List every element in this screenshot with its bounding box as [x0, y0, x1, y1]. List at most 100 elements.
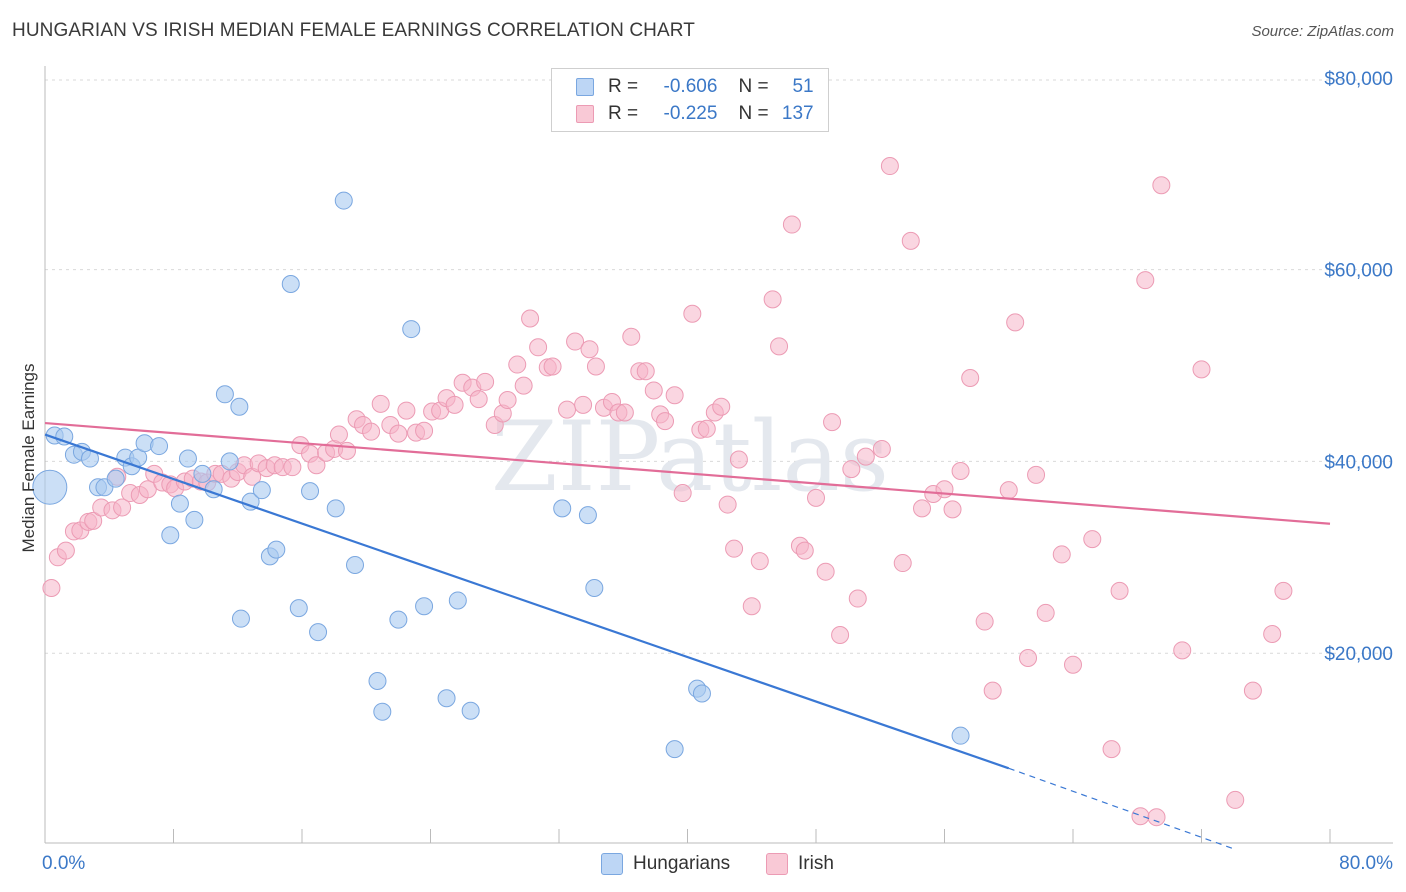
irish-points [42, 157, 1293, 827]
hungarian-point [415, 597, 434, 616]
irish-point [975, 612, 994, 631]
irish-point [1263, 625, 1282, 644]
hungarian-point [231, 609, 250, 628]
hungarian-point [402, 320, 421, 339]
tick-labels: $20,000 $40,000 $60,000 $80,000 0.0% 80.0% [42, 69, 1393, 874]
hungarian-point [553, 499, 572, 518]
hungarian-point [230, 397, 249, 416]
irish-point [337, 441, 356, 460]
gridlines [45, 79, 1393, 654]
irish-point [498, 391, 517, 410]
hungarian-point [585, 578, 604, 597]
irish-point [283, 458, 302, 477]
irish-point [574, 395, 593, 414]
irish-point [307, 456, 326, 475]
irish-point [362, 422, 381, 441]
hungarian-point [289, 599, 308, 618]
hungarian-point [178, 449, 197, 468]
irish-swatch [576, 105, 594, 123]
irish-point [697, 419, 716, 438]
hungarian-point [692, 684, 711, 703]
n-label: N = [738, 76, 769, 97]
irish-point [371, 394, 390, 413]
legend-item-hungarians[interactable]: Hungarians [601, 851, 730, 877]
irish-point [397, 401, 416, 420]
irish-point [795, 541, 814, 560]
n-value: 51 [792, 76, 814, 97]
hungarian-point [461, 701, 480, 720]
irish-point [521, 309, 540, 328]
hungarian-point [373, 702, 392, 721]
irish-point [476, 372, 495, 391]
axes [44, 66, 1393, 844]
hungarians-legend-label: Hungarians [633, 853, 731, 874]
irish-point [901, 231, 920, 250]
r-value: -0.225 [663, 103, 718, 124]
hungarian-point [951, 726, 970, 745]
irish-point [1152, 176, 1171, 195]
irish-point [1083, 530, 1102, 549]
irish-point [1006, 313, 1025, 332]
r-label: R = [608, 76, 639, 97]
hungarian-point [309, 623, 328, 642]
irish-point [665, 386, 684, 405]
irish-point [816, 562, 835, 581]
legend-item-irish[interactable]: Irish [766, 851, 834, 877]
hungarian-point [389, 610, 408, 629]
hungarian-point [185, 510, 204, 529]
x-tick-label: 80.0% [1339, 853, 1393, 874]
irish-point [763, 290, 782, 309]
irish-point [983, 681, 1002, 700]
hungarian-point [150, 437, 169, 456]
irish-point [543, 357, 562, 376]
irish-point [880, 157, 899, 176]
irish-point [636, 362, 655, 381]
trend-lines [44, 421, 1331, 850]
hungarian-point [346, 555, 365, 574]
irish-point [514, 376, 533, 395]
irish-point [750, 552, 769, 571]
hungarian-point [437, 689, 456, 708]
hungarian-points [32, 191, 970, 759]
irish-point [84, 511, 103, 530]
irish-trend-line [44, 421, 1331, 525]
irish-point [1136, 271, 1155, 290]
irish-point [1147, 808, 1166, 827]
irish-point [508, 355, 527, 374]
hungarians-legend-swatch [601, 853, 623, 875]
irish-point [1131, 807, 1150, 826]
irish-point [725, 539, 744, 558]
irish-point [389, 424, 408, 443]
irish-point [943, 500, 962, 519]
hungarian-point [170, 494, 189, 513]
hungarian-point [368, 672, 387, 691]
hungarian-point [267, 540, 286, 559]
irish-point [831, 625, 850, 644]
hungarian-point [334, 191, 353, 210]
irish-point [469, 390, 488, 409]
hungarians-swatch [576, 78, 594, 96]
n-label: N = [738, 103, 769, 124]
chart-source: Source: ZipAtlas.com [1251, 23, 1394, 40]
irish-point [893, 554, 912, 573]
hungarian-trend-extension [1008, 767, 1234, 850]
r-label: R = [608, 103, 639, 124]
irish-point [415, 421, 434, 440]
irish-point [1110, 581, 1129, 600]
irish-point [770, 337, 789, 356]
n-value: 137 [781, 103, 814, 124]
irish-point [823, 413, 842, 432]
irish-point [848, 589, 867, 608]
irish-point [935, 480, 954, 499]
irish-point [615, 403, 634, 422]
hungarian-point [252, 481, 271, 500]
x-tick-label: 0.0% [42, 853, 85, 874]
irish-point [1019, 649, 1038, 667]
irish-legend-label: Irish [798, 853, 834, 874]
irish-point [718, 495, 737, 514]
irish-point [558, 400, 577, 419]
irish-point [1036, 603, 1055, 622]
hungarian-point [220, 452, 239, 471]
irish-point [951, 462, 970, 480]
stats-legend: R = -0.606 N = 51 R = -0.225 N = 137 [551, 68, 829, 132]
